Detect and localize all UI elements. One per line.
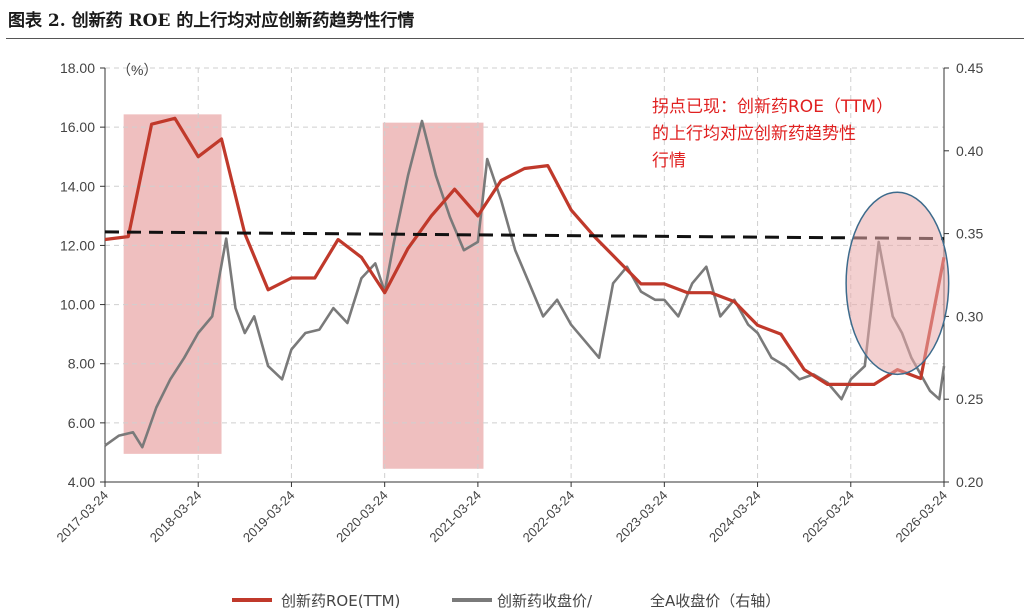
y-left-tick-label-5: 14.00: [60, 178, 95, 194]
x-tick-label-8: 2025-03-24: [799, 488, 857, 546]
legend-label-roe: 创新药ROE(TTM): [281, 592, 400, 610]
x-tick-label-3: 2020-03-24: [333, 488, 391, 546]
y-left-tick-label-6: 16.00: [60, 119, 95, 135]
x-tick-label-5: 2022-03-24: [520, 488, 578, 546]
figure-title: 图表 2. 创新药 ROE 的上行均对应创新药趋势性行情: [8, 11, 415, 31]
y-left-tick-label-0: 4.00: [68, 474, 95, 490]
x-tick-label-2: 2019-03-24: [240, 488, 298, 546]
annotation-group: 拐点已现：创新药ROE（TTM） 的上行均对应创新药趋势性行情: [652, 97, 893, 171]
shaded-period-1: [382, 122, 484, 469]
annotation-line-1: 的上行均对应创新药趋势性: [652, 124, 856, 144]
y-left-tick-label-2: 8.00: [68, 356, 95, 372]
title-rule: [6, 38, 1024, 39]
y-right-tick-label-5: 0.45: [956, 60, 983, 76]
shaded-periods: [123, 114, 484, 469]
x-tick-label-9: 2026-03-24: [892, 488, 950, 546]
x-tick-label-1: 2018-03-24: [147, 488, 205, 546]
shaded-period-0: [123, 114, 222, 454]
y-right-tick-label-4: 0.40: [956, 143, 983, 159]
legend-label-price-ratio-part2: 全A收盘价（右轴）: [650, 592, 780, 610]
y-right-tick-label-2: 0.30: [956, 308, 983, 324]
y-left-tick-label-7: 18.00: [60, 60, 95, 76]
x-tick-label-4: 2021-03-24: [426, 488, 484, 546]
series-line-2: [104, 230, 945, 241]
x-tick-label-0: 2017-03-24: [53, 488, 111, 546]
y-left-tick-label-4: 12.00: [60, 237, 95, 253]
y-right-tick-label-1: 0.25: [956, 391, 983, 407]
annotation-line-0: 拐点已现：创新药ROE（TTM）: [652, 97, 893, 117]
y-left-tick-label-1: 6.00: [68, 415, 95, 431]
x-tick-label-6: 2023-03-24: [613, 488, 671, 546]
highlight-circle-group: [845, 191, 950, 376]
y-left-tick-label-3: 10.00: [60, 297, 95, 313]
legend: 创新药ROE(TTM) 创新药收盘价/全A收盘价（右轴）: [232, 592, 780, 610]
annotation-line-2: 行情: [652, 151, 686, 171]
series-lines: [104, 116, 946, 449]
x-tick-label-7: 2024-03-24: [706, 488, 764, 546]
highlight-circle: [845, 191, 950, 376]
unit-label: （%）: [117, 62, 157, 78]
y-right-tick-label-0: 0.20: [956, 474, 983, 490]
y-right-tick-label-3: 0.35: [956, 226, 983, 242]
legend-label-price-ratio-part1: 创新药收盘价/: [497, 592, 593, 610]
series-line-0: [104, 116, 946, 386]
